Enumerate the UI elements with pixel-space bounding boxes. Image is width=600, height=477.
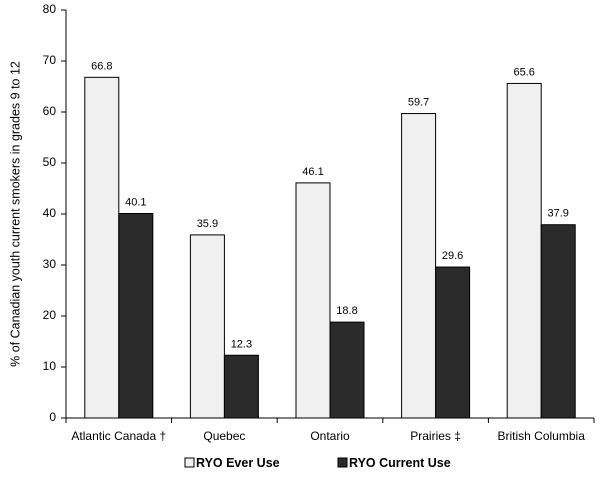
x-tick-label: Ontario: [310, 429, 350, 443]
y-tick-label: 10: [43, 359, 57, 373]
legend-swatch: [337, 457, 348, 468]
x-tick-label: Quebec: [203, 429, 245, 443]
data-label: 66.8: [91, 60, 112, 72]
data-label: 12.3: [231, 338, 252, 350]
y-tick-label: 20: [43, 308, 57, 322]
bar-ever-use: [401, 113, 437, 419]
bar-current-use: [435, 266, 471, 419]
y-tick-label: 40: [43, 206, 57, 220]
y-tick-label: 70: [43, 53, 57, 67]
x-tick-label: British Columbia: [498, 429, 586, 443]
bar-ever-use: [295, 182, 331, 419]
bar-ever-use: [84, 76, 120, 419]
y-axis-title: % of Canadian youth current smokers in g…: [8, 61, 22, 367]
y-tick-label: 60: [43, 104, 57, 118]
legend: RYO Ever Use RYO Current Use: [184, 456, 451, 470]
data-label: 18.8: [336, 305, 357, 317]
bar-current-use: [329, 321, 365, 419]
bar-current-use: [118, 212, 154, 419]
y-tick-label: 50: [43, 155, 57, 169]
bars-group: 66.8 40.1 35.9 12.3 46.1 18.8 59.7 29.6 65.6 37.9: [84, 60, 576, 419]
data-label: 37.9: [547, 208, 568, 220]
bar-ever-use: [506, 82, 542, 419]
legend-entry: RYO Ever Use: [196, 456, 280, 470]
data-label: 35.9: [197, 218, 218, 230]
bar-current-use: [223, 354, 259, 419]
legend-swatch: [184, 457, 195, 468]
x-tick-label: Prairies ‡: [410, 429, 461, 443]
y-tick-label: 80: [43, 2, 57, 16]
bar-ever-use: [189, 234, 225, 419]
data-label: 46.1: [302, 166, 323, 178]
bar-current-use: [540, 224, 576, 419]
y-tick-label: 30: [43, 257, 57, 271]
data-label: 59.7: [408, 97, 429, 109]
data-label: 65.6: [513, 66, 534, 78]
x-axis: Atlantic Canada † Quebec Ontario Prairies ‡…: [65, 418, 595, 443]
data-label: 29.6: [442, 250, 463, 262]
y-tick-label: 0: [49, 410, 56, 424]
legend-entry: RYO Current Use: [349, 456, 451, 470]
x-tick-label: Atlantic Canada †: [71, 429, 166, 443]
y-axis: 0 10 20 30 40 50 60 70 80: [43, 2, 66, 424]
data-label: 40.1: [125, 196, 146, 208]
